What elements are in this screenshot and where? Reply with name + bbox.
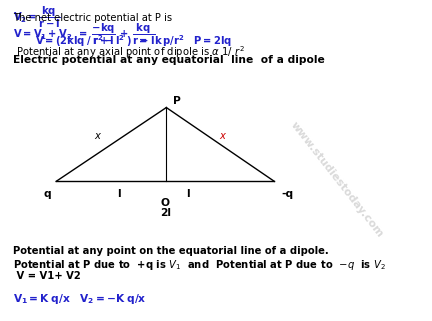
Text: $\mathbf{V = (2klq\;/\;r^2 - l^2\;)\;\;=\;\;k\,p/r^2 \quad P{=}2lq}$: $\mathbf{V = (2klq\;/\;r^2 - l^2\;)\;\;=… bbox=[35, 33, 232, 49]
Text: The net electric potential at P is: The net electric potential at P is bbox=[13, 13, 172, 23]
Text: P: P bbox=[173, 96, 181, 106]
Text: $\mathbf{V_2 = \dfrac{kq}{r-l}}$: $\mathbf{V_2 = \dfrac{kq}{r-l}}$ bbox=[13, 5, 61, 30]
Text: l: l bbox=[117, 189, 121, 199]
Text: O: O bbox=[161, 198, 170, 208]
Text: Potential at any axial point of dipole is $\alpha$ 1/ $r^2$: Potential at any axial point of dipole i… bbox=[13, 44, 245, 60]
Text: Potential at any point on the equatorial line of a dipole.: Potential at any point on the equatorial… bbox=[13, 246, 329, 256]
Text: 2l: 2l bbox=[160, 208, 171, 218]
Text: Electric potential at any equatorial  line  of a dipole: Electric potential at any equatorial lin… bbox=[13, 55, 325, 65]
Text: l: l bbox=[186, 189, 190, 199]
Text: $\mathbf{V_1 = K\;q/x \quad V_2 = {-}K\;q/x}$: $\mathbf{V_1 = K\;q/x \quad V_2 = {-}K\;… bbox=[13, 292, 146, 306]
Text: -q: -q bbox=[281, 189, 293, 199]
Text: www.studiestoday.com: www.studiestoday.com bbox=[289, 120, 385, 239]
Text: x: x bbox=[219, 131, 226, 142]
Text: Potential at P due to  +q is $V_1$  and  Potential at P due to  $-q$  is $V_2$: Potential at P due to +q is $V_1$ and Po… bbox=[13, 258, 386, 273]
Text: x: x bbox=[94, 131, 100, 142]
Text: q: q bbox=[44, 189, 51, 199]
Text: $\mathbf{V = V_1 + V_2 \;\;= \;\dfrac{-kq}{r+l} \;+ \;\dfrac{kq}{r-l}}$: $\mathbf{V = V_1 + V_2 \;\;= \;\dfrac{-k… bbox=[13, 22, 156, 47]
Text: V = V1+ V2: V = V1+ V2 bbox=[13, 271, 81, 281]
